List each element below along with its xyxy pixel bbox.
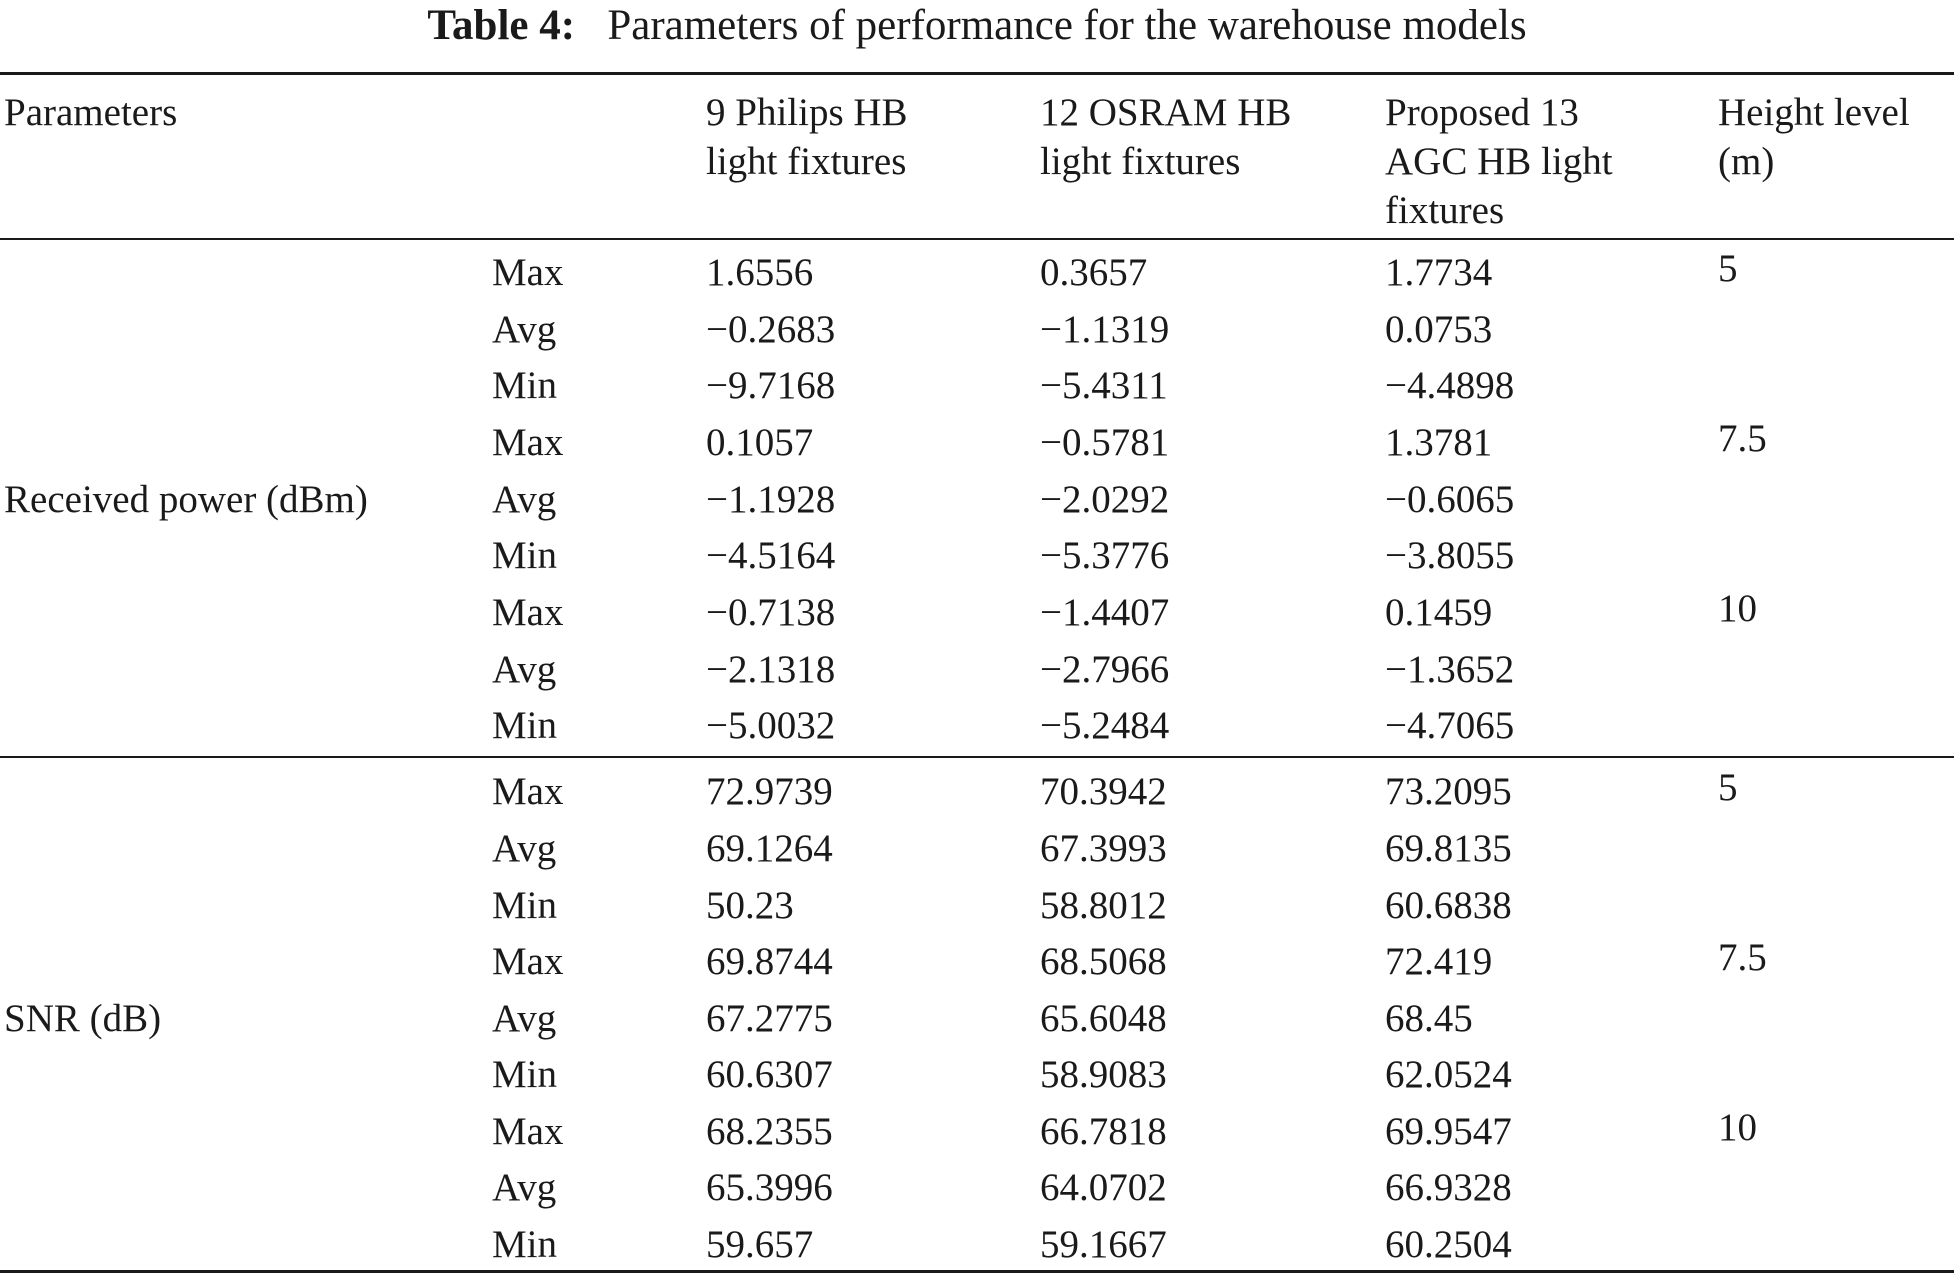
philips-value: 69.8744 <box>706 940 833 983</box>
philips-value: −1.1928 <box>706 478 836 521</box>
philips-value: 67.2775 <box>706 997 833 1040</box>
stat-label: Max <box>492 1110 564 1153</box>
stat-label: Min <box>492 884 558 927</box>
header-rule <box>0 238 1954 240</box>
height-value: 10 <box>1718 587 1757 630</box>
osram-value: −5.4311 <box>1040 364 1168 407</box>
philips-value: −4.5164 <box>706 534 836 577</box>
table-caption-label: Table 4: <box>427 2 576 49</box>
agc-value: −4.4898 <box>1385 364 1515 407</box>
osram-value: −5.2484 <box>1040 704 1170 747</box>
agc-value: 66.9328 <box>1385 1166 1512 1209</box>
stat-label: Avg <box>492 478 557 521</box>
stat-label: Min <box>492 364 558 407</box>
table-top-rule <box>0 72 1954 75</box>
height-value: 5 <box>1718 247 1738 290</box>
osram-value: −2.7966 <box>1040 648 1170 691</box>
stat-label: Avg <box>492 997 557 1040</box>
agc-value: 1.7734 <box>1385 251 1493 294</box>
header-height: Height level (m) <box>1718 91 1910 183</box>
agc-value: 73.2095 <box>1385 770 1512 813</box>
agc-value: 69.8135 <box>1385 827 1512 870</box>
philips-value: −5.0032 <box>706 704 836 747</box>
stat-label: Avg <box>492 648 557 691</box>
philips-value: 50.23 <box>706 884 794 927</box>
header-philips: 9 Philips HB light fixtures <box>706 91 908 183</box>
agc-value: 72.419 <box>1385 940 1493 983</box>
philips-value: 59.657 <box>706 1223 814 1266</box>
philips-value: −9.7168 <box>706 364 836 407</box>
agc-value: 0.0753 <box>1385 308 1493 351</box>
height-value: 7.5 <box>1718 936 1767 979</box>
stat-label: Max <box>492 770 564 813</box>
osram-value: 0.3657 <box>1040 251 1148 294</box>
osram-value: 67.3993 <box>1040 827 1167 870</box>
osram-value: 59.1667 <box>1040 1223 1167 1266</box>
osram-value: −5.3776 <box>1040 534 1170 577</box>
philips-value: −0.2683 <box>706 308 836 351</box>
group-label-received-power: Received power (dBm) <box>4 478 368 521</box>
group-label-snr: SNR (dB) <box>4 997 162 1040</box>
height-value: 7.5 <box>1718 417 1767 460</box>
stat-label: Avg <box>492 827 557 870</box>
stat-label: Min <box>492 704 558 747</box>
stat-label: Avg <box>492 308 557 351</box>
philips-value: −2.1318 <box>706 648 836 691</box>
table-caption-text: Parameters of performance for the wareho… <box>607 2 1527 49</box>
osram-value: −1.4407 <box>1040 591 1170 634</box>
stat-label: Max <box>492 940 564 983</box>
stat-label: Min <box>492 1053 558 1096</box>
header-parameters: Parameters <box>4 91 178 134</box>
agc-value: 0.1459 <box>1385 591 1493 634</box>
philips-value: 0.1057 <box>706 421 814 464</box>
group-divider-rule <box>0 756 1954 758</box>
stat-label: Max <box>492 421 564 464</box>
header-agc: Proposed 13 AGC HB light fixtures <box>1385 91 1613 232</box>
stat-label: Max <box>492 591 564 634</box>
osram-value: 66.7818 <box>1040 1110 1167 1153</box>
philips-value: 68.2355 <box>706 1110 833 1153</box>
stat-label: Avg <box>492 1166 557 1209</box>
philips-value: 69.1264 <box>706 827 833 870</box>
agc-value: −3.8055 <box>1385 534 1515 577</box>
osram-value: 58.9083 <box>1040 1053 1167 1096</box>
agc-value: −4.7065 <box>1385 704 1515 747</box>
height-value: 5 <box>1718 766 1738 809</box>
table-caption: Table 4: Parameters of performance for t… <box>0 0 1954 52</box>
osram-value: −0.5781 <box>1040 421 1170 464</box>
stat-label: Min <box>492 1223 558 1266</box>
philips-value: 72.9739 <box>706 770 833 813</box>
stat-label: Min <box>492 534 558 577</box>
osram-value: 68.5068 <box>1040 940 1167 983</box>
philips-value: −0.7138 <box>706 591 836 634</box>
agc-value: 1.3781 <box>1385 421 1493 464</box>
agc-value: −0.6065 <box>1385 478 1515 521</box>
header-osram: 12 OSRAM HB light fixtures <box>1040 91 1292 183</box>
philips-value: 1.6556 <box>706 251 814 294</box>
osram-value: −2.0292 <box>1040 478 1170 521</box>
osram-value: 58.8012 <box>1040 884 1167 927</box>
agc-value: 69.9547 <box>1385 1110 1512 1153</box>
agc-value: 60.2504 <box>1385 1223 1512 1266</box>
philips-value: 60.6307 <box>706 1053 833 1096</box>
agc-value: 62.0524 <box>1385 1053 1512 1096</box>
agc-value: 68.45 <box>1385 997 1473 1040</box>
agc-value: −1.3652 <box>1385 648 1515 691</box>
stat-label: Max <box>492 251 564 294</box>
philips-value: 65.3996 <box>706 1166 833 1209</box>
osram-value: 65.6048 <box>1040 997 1167 1040</box>
osram-value: 70.3942 <box>1040 770 1167 813</box>
height-value: 10 <box>1718 1106 1757 1149</box>
agc-value: 60.6838 <box>1385 884 1512 927</box>
table-bottom-rule <box>0 1270 1954 1273</box>
osram-value: −1.1319 <box>1040 308 1170 351</box>
osram-value: 64.0702 <box>1040 1166 1167 1209</box>
